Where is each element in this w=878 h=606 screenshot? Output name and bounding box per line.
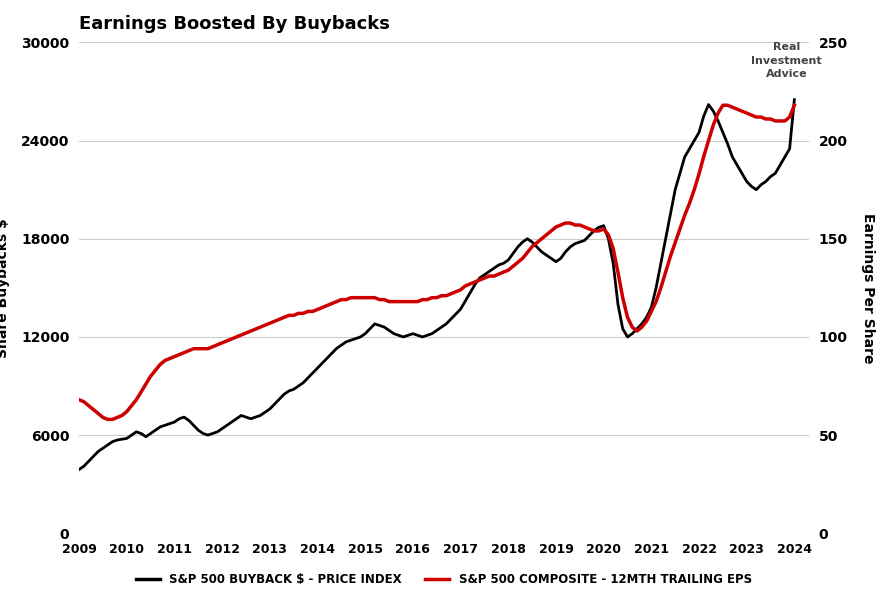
Y-axis label: Earnings Per Share: Earnings Per Share bbox=[860, 213, 874, 363]
Legend: S&P 500 BUYBACK $ - PRICE INDEX, S&P 500 COMPOSITE - 12MTH TRAILING EPS: S&P 500 BUYBACK $ - PRICE INDEX, S&P 500… bbox=[132, 569, 755, 591]
Text: Earnings Boosted By Buybacks: Earnings Boosted By Buybacks bbox=[79, 15, 390, 33]
Y-axis label: Share Buybacks $: Share Buybacks $ bbox=[0, 218, 10, 358]
Text: Real
Investment
Advice: Real Investment Advice bbox=[751, 42, 821, 79]
